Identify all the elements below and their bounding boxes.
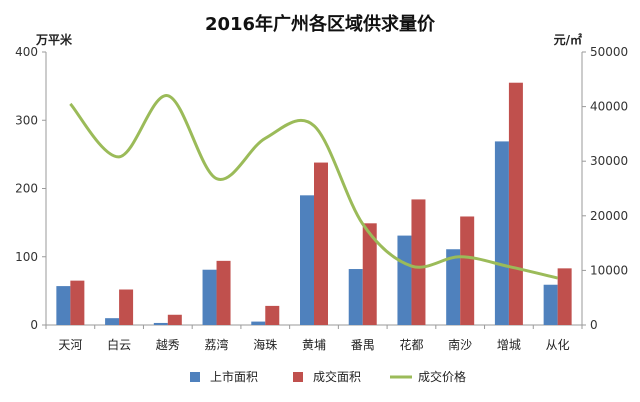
bar-成交面积	[362, 223, 377, 325]
legend-swatch	[190, 372, 200, 382]
category-label: 海珠	[253, 337, 277, 352]
bar-上市面积	[348, 269, 363, 325]
category-label: 从化	[546, 338, 570, 352]
bar-成交面积	[460, 216, 475, 325]
line-成交价格	[69, 94, 558, 280]
line-series	[69, 94, 558, 280]
legend: 上市面积 成交面积 成交价格	[190, 369, 466, 384]
bar-成交面积	[265, 305, 280, 325]
left-tick-label: 400	[15, 45, 38, 59]
right-axis-unit: 元/㎡	[554, 32, 582, 47]
bar-上市面积	[446, 249, 461, 325]
category-label: 黄埔	[302, 338, 326, 352]
bar-上市面积	[397, 235, 412, 325]
right-tick-label: 40000	[590, 100, 628, 114]
legend-swatch	[293, 372, 303, 382]
right-tick-label: 0	[590, 318, 598, 332]
category-label: 荔湾	[205, 337, 229, 352]
left-tick-label: 300	[15, 113, 38, 127]
left-tick-label: 200	[15, 182, 38, 196]
bar-成交面积	[70, 280, 85, 325]
legend-label: 成交面积	[313, 369, 361, 384]
category-label: 白云	[107, 337, 131, 352]
category-label: 南沙	[448, 337, 472, 352]
category-label: 番禺	[351, 338, 375, 352]
right-tick-label: 30000	[590, 154, 628, 168]
bar-上市面积	[56, 286, 71, 325]
bar-成交面积	[216, 260, 231, 325]
right-tick-label: 20000	[590, 209, 628, 223]
bar-series	[56, 82, 572, 326]
category-label: 增城	[497, 338, 521, 352]
category-label: 越秀	[156, 338, 180, 352]
bar-成交面积	[119, 289, 134, 325]
bar-成交面积	[508, 82, 523, 326]
chart-title: 2016年广州各区域供求量价	[205, 13, 436, 35]
axes: 0 100 200 300 400 0 10000 20000 30000 40000 50000 天…	[15, 45, 628, 352]
category-label: 花都	[399, 337, 423, 352]
category-label: 天河	[58, 338, 82, 352]
bar-上市面积	[202, 269, 217, 325]
bar-上市面积	[251, 321, 266, 325]
right-tick-label: 50000	[590, 45, 628, 59]
bar-上市面积	[494, 141, 509, 325]
bar-上市面积	[105, 318, 120, 325]
bar-成交面积	[314, 162, 328, 325]
bar-上市面积	[153, 322, 168, 325]
left-tick-label: 100	[15, 250, 38, 264]
bar-上市面积	[543, 284, 558, 325]
legend-label: 成交价格	[418, 369, 466, 384]
bar-上市面积	[300, 195, 314, 325]
bar-成交面积	[167, 314, 182, 325]
left-tick-label: 0	[30, 318, 38, 332]
left-axis-unit: 万平米	[35, 32, 73, 47]
bar-成交面积	[411, 199, 426, 325]
bar-成交面积	[557, 268, 572, 325]
right-tick-label: 10000	[590, 263, 628, 277]
legend-label: 上市面积	[210, 369, 258, 384]
